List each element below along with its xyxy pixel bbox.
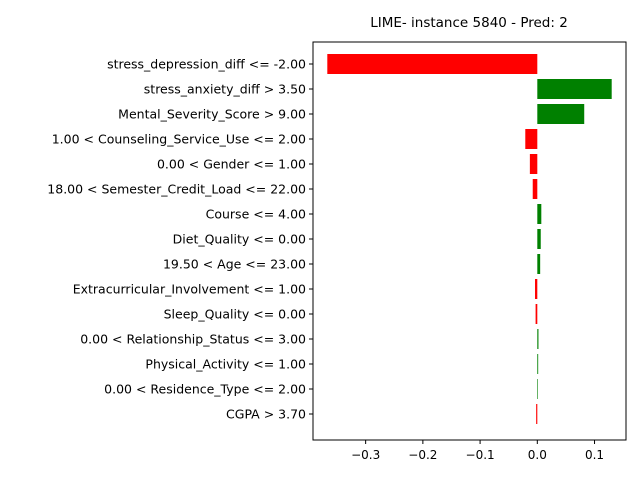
bar-7 [537, 204, 542, 224]
y-tick-label: Sleep_Quality <= 0.00 [164, 307, 306, 322]
bar-8 [537, 229, 541, 249]
bar-14 [537, 379, 538, 399]
bar-5 [529, 154, 538, 174]
x-tick-label: −0.2 [408, 448, 437, 462]
y-tick-label: 0.00 < Gender <= 1.00 [157, 157, 306, 172]
bar-2 [537, 79, 612, 99]
y-tick-label: Diet_Quality <= 0.00 [173, 232, 306, 247]
bar-10 [535, 279, 538, 299]
x-tick-label: −0.1 [466, 448, 495, 462]
plot-frame [312, 41, 627, 441]
y-tick-label: 18.00 < Semester_Credit_Load <= 22.00 [47, 182, 306, 197]
y-tick-label: stress_depression_diff <= -2.00 [107, 57, 306, 72]
bars-group [327, 54, 612, 424]
y-tick-label: Physical_Activity <= 1.00 [145, 357, 306, 372]
y-tick-label: stress_anxiety_diff > 3.50 [144, 82, 306, 97]
chart-title: LIME- instance 5840 - Pred: 2 [370, 15, 568, 31]
bar-13 [537, 354, 539, 374]
bar-4 [525, 129, 538, 149]
y-tick-label: Mental_Severity_Score > 9.00 [118, 107, 306, 122]
x-tick-label: −0.3 [351, 448, 380, 462]
bar-11 [535, 304, 538, 324]
y-tick-label: 1.00 < Counseling_Service_Use <= 2.00 [52, 132, 306, 147]
y-tick-label: 0.00 < Relationship_Status <= 3.00 [80, 332, 306, 347]
y-tick-label: 0.00 < Residence_Type <= 2.00 [104, 382, 306, 397]
x-axis: −0.3 −0.2 −0.1 0.0 0.1 [351, 440, 604, 462]
y-tick-labels: stress_depression_diff <= -2.00 stress_an… [47, 57, 313, 422]
bar-9 [537, 254, 541, 274]
y-tick-label: 19.50 < Age <= 23.00 [163, 257, 306, 272]
x-tick-label: 0.0 [528, 448, 547, 462]
bar-15 [536, 404, 538, 424]
y-tick-label: Course <= 4.00 [206, 207, 306, 222]
bar-6 [532, 179, 538, 199]
x-tick-label: 0.1 [585, 448, 604, 462]
y-tick-label: CGPA > 3.70 [226, 407, 306, 422]
bar-12 [537, 329, 539, 349]
y-tick-label: Extracurricular_Involvement <= 1.00 [73, 282, 306, 297]
bar-3 [537, 104, 585, 124]
bar-1 [327, 54, 538, 74]
